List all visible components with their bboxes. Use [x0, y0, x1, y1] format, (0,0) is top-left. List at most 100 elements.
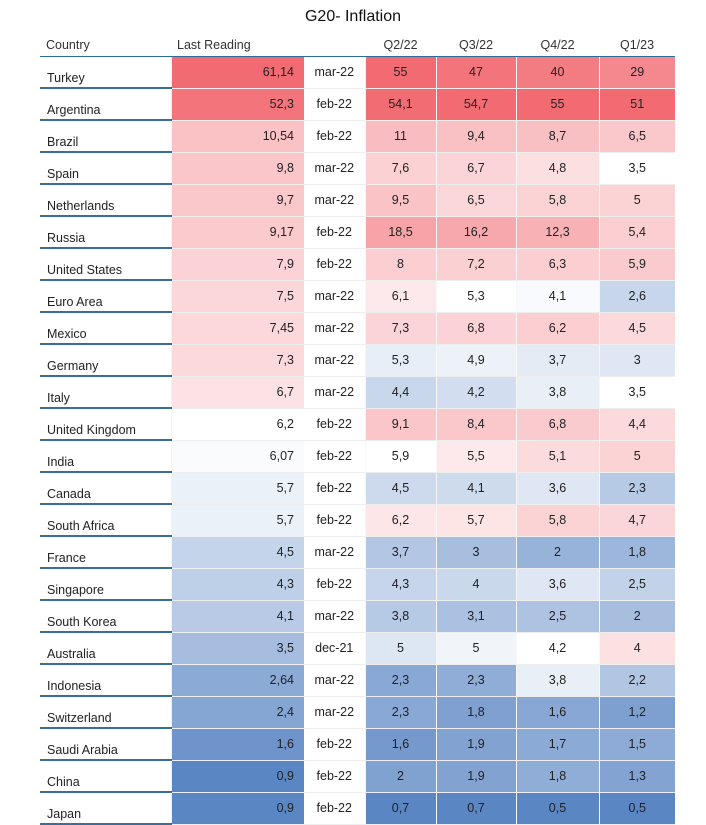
table-row: China 0,9 feb-22 2 1,9 1,8 1,3 — [40, 760, 675, 793]
country-cell: Netherlands — [40, 184, 171, 217]
header-q2-22: Q2/22 — [365, 34, 436, 57]
q3-22-cell: 1,9 — [435, 760, 516, 793]
q1-23-cell: 2,2 — [598, 664, 675, 697]
q1-23-cell: 6,5 — [598, 120, 675, 153]
q2-22-cell: 1,6 — [364, 728, 436, 761]
date-cell: feb-22 — [304, 728, 365, 761]
table-body: Turkey 61,14 mar-22 55 47 40 29 Argentina 52,3 fe… — [40, 56, 675, 825]
date-cell: mar-22 — [304, 664, 365, 697]
q2-22-cell: 8 — [364, 248, 436, 281]
table-row: France 4,5 mar-22 3,7 3 2 1,8 — [40, 536, 675, 569]
q4-22-cell: 5,8 — [515, 504, 599, 537]
q3-22-cell: 8,4 — [435, 408, 516, 441]
q3-22-cell: 7,2 — [435, 248, 516, 281]
q1-23-cell: 5 — [598, 184, 675, 217]
table-row: Netherlands 9,7 mar-22 9,5 6,5 5,8 5 — [40, 184, 675, 217]
table-row: Italy 6,7 mar-22 4,4 4,2 3,8 3,5 — [40, 376, 675, 409]
last-reading-cell: 1,6 — [170, 728, 304, 761]
date-cell: mar-22 — [304, 376, 365, 409]
country-cell: Mexico — [40, 312, 171, 345]
table-row: Japan 0,9 feb-22 0,7 0,7 0,5 0,5 — [40, 792, 675, 825]
country-cell: Brazil — [40, 120, 171, 153]
country-cell: United States — [40, 248, 171, 281]
q1-23-cell: 4,7 — [598, 504, 675, 537]
last-reading-cell: 2,4 — [170, 696, 304, 729]
country-cell: United Kingdom — [40, 408, 171, 441]
q3-22-cell: 4,2 — [435, 376, 516, 409]
last-reading-cell: 6,2 — [170, 408, 304, 441]
q3-22-cell: 4 — [435, 568, 516, 601]
q4-22-cell: 5,1 — [515, 440, 599, 473]
table-row: South Korea 4,1 mar-22 3,8 3,1 2,5 2 — [40, 600, 675, 633]
table-row: Euro Area 7,5 mar-22 6,1 5,3 4,1 2,6 — [40, 280, 675, 313]
last-reading-cell: 52,3 — [170, 88, 304, 121]
q4-22-cell: 2,5 — [515, 600, 599, 633]
country-cell: Switzerland — [40, 696, 171, 729]
q1-23-cell: 5,9 — [598, 248, 675, 281]
q4-22-cell: 6,8 — [515, 408, 599, 441]
q4-22-cell: 6,2 — [515, 312, 599, 345]
country-cell: Japan — [40, 792, 171, 825]
q2-22-cell: 2 — [364, 760, 436, 793]
q1-23-cell: 1,2 — [598, 696, 675, 729]
q3-22-cell: 5,7 — [435, 504, 516, 537]
q3-22-cell: 0,7 — [435, 792, 516, 825]
last-reading-cell: 7,5 — [170, 280, 304, 313]
q2-22-cell: 54,1 — [364, 88, 436, 121]
q2-22-cell: 5 — [364, 632, 436, 665]
country-cell: Germany — [40, 344, 171, 377]
country-cell: Euro Area — [40, 280, 171, 313]
q1-23-cell: 4,4 — [598, 408, 675, 441]
header-country: Country — [40, 34, 171, 57]
q2-22-cell: 4,3 — [364, 568, 436, 601]
country-cell: Australia — [40, 632, 171, 665]
q2-22-cell: 5,9 — [364, 440, 436, 473]
country-cell: India — [40, 440, 171, 473]
country-cell: Spain — [40, 152, 171, 185]
q2-22-cell: 0,7 — [364, 792, 436, 825]
country-cell: Turkey — [40, 56, 171, 89]
q3-22-cell: 9,4 — [435, 120, 516, 153]
q1-23-cell: 3,5 — [598, 376, 675, 409]
country-cell: Canada — [40, 472, 171, 505]
date-cell: feb-22 — [304, 408, 365, 441]
q1-23-cell: 3 — [598, 344, 675, 377]
country-cell: Singapore — [40, 568, 171, 601]
table-row: Spain 9,8 mar-22 7,6 6,7 4,8 3,5 — [40, 152, 675, 185]
last-reading-cell: 7,45 — [170, 312, 304, 345]
q3-22-cell: 5,5 — [435, 440, 516, 473]
date-cell: dec-21 — [304, 632, 365, 665]
last-reading-cell: 3,5 — [170, 632, 304, 665]
chart-title: G20- Inflation — [304, 8, 402, 25]
q2-22-cell: 2,3 — [364, 696, 436, 729]
date-cell: feb-22 — [304, 760, 365, 793]
last-reading-cell: 4,1 — [170, 600, 304, 633]
q3-22-cell: 47 — [435, 56, 516, 89]
q4-22-cell: 4,8 — [515, 152, 599, 185]
q1-23-cell: 1,5 — [598, 728, 675, 761]
table-row: Brazil 10,54 feb-22 11 9,4 8,7 6,5 — [40, 120, 675, 153]
q3-22-cell: 6,7 — [435, 152, 516, 185]
date-cell: feb-22 — [304, 472, 365, 505]
country-cell: Italy — [40, 376, 171, 409]
q3-22-cell: 1,9 — [435, 728, 516, 761]
q1-23-cell: 2,6 — [598, 280, 675, 313]
q3-22-cell: 2,3 — [435, 664, 516, 697]
q2-22-cell: 3,7 — [364, 536, 436, 569]
q2-22-cell: 11 — [364, 120, 436, 153]
table-row: Saudi Arabia 1,6 feb-22 1,6 1,9 1,7 1,5 — [40, 728, 675, 761]
country-cell: France — [40, 536, 171, 569]
q4-22-cell: 12,3 — [515, 216, 599, 249]
table-row: Indonesia 2,64 mar-22 2,3 2,3 3,8 2,2 — [40, 664, 675, 697]
last-reading-cell: 7,9 — [170, 248, 304, 281]
country-cell: South Korea — [40, 600, 171, 633]
q3-22-cell: 4,9 — [435, 344, 516, 377]
q1-23-cell: 4,5 — [598, 312, 675, 345]
table-row: India 6,07 feb-22 5,9 5,5 5,1 5 — [40, 440, 675, 473]
q1-23-cell: 5 — [598, 440, 675, 473]
q4-22-cell: 6,3 — [515, 248, 599, 281]
q1-23-cell: 2 — [598, 600, 675, 633]
date-cell: mar-22 — [304, 312, 365, 345]
table-row: South Africa 5,7 feb-22 6,2 5,7 5,8 4,7 — [40, 504, 675, 537]
table-row: Singapore 4,3 feb-22 4,3 4 3,6 2,5 — [40, 568, 675, 601]
